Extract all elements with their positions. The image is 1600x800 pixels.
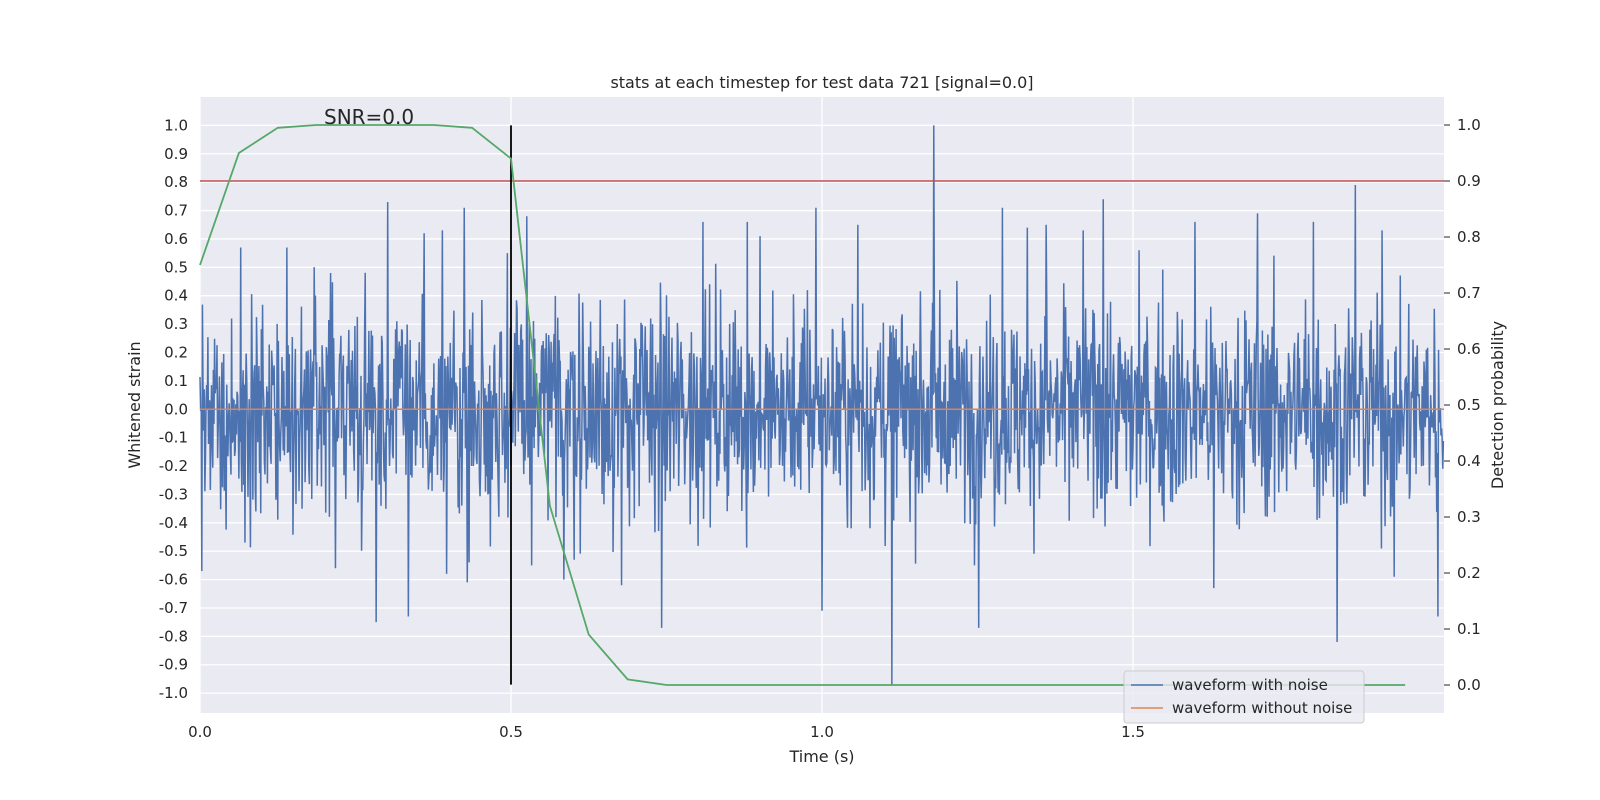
y-left-tick-label: 1.0 — [164, 116, 188, 134]
y-right-ticks: 0.0 0.1 0.2 0.3 0.4 0.5 0.6 0.7 0.8 0.9 1.0 — [1444, 116, 1481, 694]
legend[interactable]: waveform with noise waveform without noi… — [1123, 670, 1365, 724]
y-left-tick-label: -0.4 — [159, 514, 188, 532]
x-tick-label: 1.5 — [1121, 723, 1145, 741]
y-left-tick-label: -0.2 — [159, 457, 188, 475]
y-left-tick-label: 0.4 — [164, 287, 188, 305]
y-left-tick-label: 0.8 — [164, 173, 188, 191]
y-left-tick-label: 0.0 — [164, 400, 188, 418]
x-tick-label: 0.0 — [188, 723, 212, 741]
y-right-tick-label: 0.0 — [1457, 676, 1481, 694]
x-ticks: 0.0 0.5 1.0 1.5 — [188, 723, 1145, 741]
legend-label-clean: waveform without noise — [1172, 699, 1352, 717]
y-left-tick-label: -0.9 — [159, 656, 188, 674]
y-right-tick-label: 0.8 — [1457, 228, 1481, 246]
y-right-tick-label: 0.3 — [1457, 508, 1481, 526]
y-left-tick-label: -0.7 — [159, 599, 188, 617]
x-tick-label: 1.0 — [810, 723, 834, 741]
legend-box — [1123, 670, 1365, 724]
y-left-tick-label: -0.1 — [159, 429, 188, 447]
y-right-tick-label: 0.6 — [1457, 340, 1481, 358]
y-left-tick-label: -1.0 — [159, 684, 188, 702]
y-right-tick-label: 0.7 — [1457, 284, 1481, 302]
y-left-tick-label: -0.3 — [159, 485, 188, 503]
y-right-axis-label: Detection probability — [1488, 321, 1507, 489]
x-axis-label: Time (s) — [788, 747, 854, 766]
y-left-tick-label: 0.6 — [164, 230, 188, 248]
y-left-tick-label: 0.1 — [164, 372, 188, 390]
y-left-ticks: -1.0 -0.9 -0.8 -0.7 -0.6 -0.5 -0.4 -0.3 -0.2 -0.1… — [159, 116, 188, 702]
y-left-tick-label: 0.9 — [164, 145, 188, 163]
y-left-tick-label: -0.8 — [159, 627, 188, 645]
y-left-tick-label: -0.5 — [159, 542, 188, 560]
y-left-tick-label: 0.5 — [164, 258, 188, 276]
snr-annotation: SNR=0.0 — [324, 105, 414, 129]
y-left-tick-label: 0.2 — [164, 343, 188, 361]
y-right-tick-label: 0.4 — [1457, 452, 1481, 470]
y-left-axis-label: Whitened strain — [125, 341, 144, 468]
y-right-tick-label: 0.1 — [1457, 620, 1481, 638]
legend-label-noise: waveform with noise — [1172, 676, 1328, 694]
y-left-tick-label: -0.6 — [159, 571, 188, 589]
y-right-tick-label: 0.5 — [1457, 396, 1481, 414]
chart-title: stats at each timestep for test data 721… — [610, 73, 1033, 92]
y-right-tick-label: 0.2 — [1457, 564, 1481, 582]
y-left-tick-label: 0.7 — [164, 202, 188, 220]
y-right-tick-label: 1.0 — [1457, 116, 1481, 134]
x-tick-label: 0.5 — [499, 723, 523, 741]
waveform-with-noise-line — [199, 125, 1445, 685]
y-left-tick-label: 0.3 — [164, 315, 188, 333]
y-right-tick-label: 0.9 — [1457, 172, 1481, 190]
